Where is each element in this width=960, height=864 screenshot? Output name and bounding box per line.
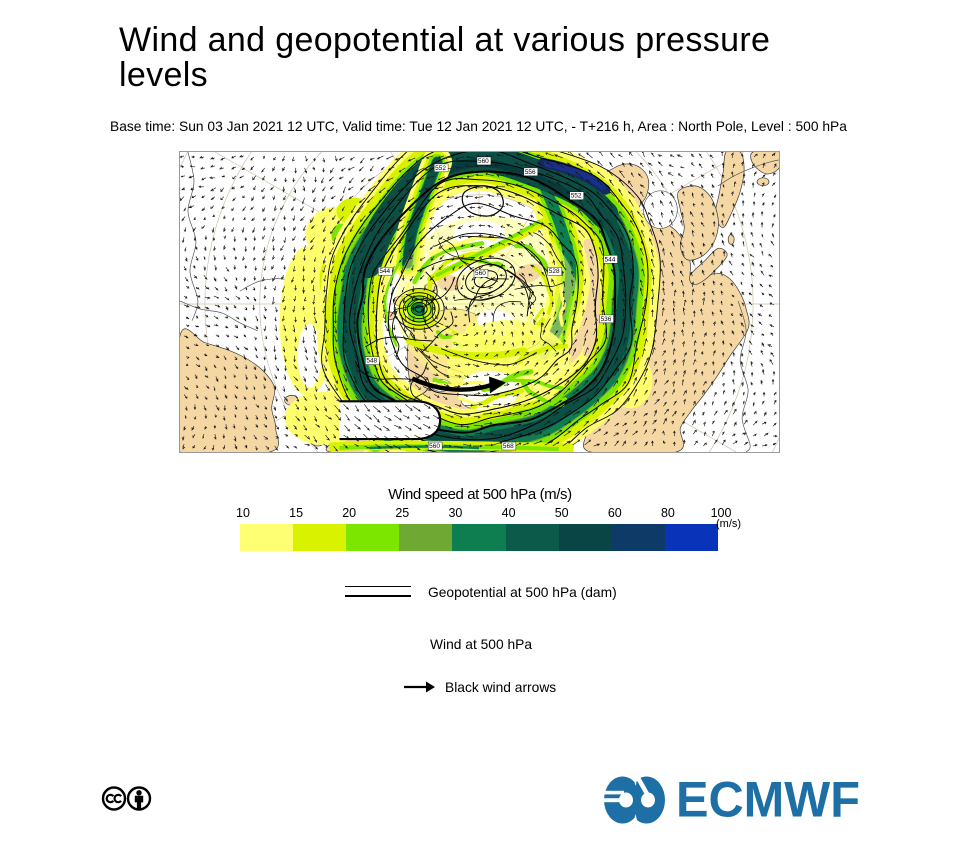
svg-text:528: 528 <box>549 268 560 275</box>
svg-text:560: 560 <box>475 270 486 277</box>
svg-text:548: 548 <box>366 358 377 365</box>
svg-text:560: 560 <box>478 158 489 165</box>
svg-text:552: 552 <box>571 193 582 200</box>
svg-text:560: 560 <box>429 443 440 450</box>
svg-text:544: 544 <box>379 268 390 275</box>
svg-text:544: 544 <box>605 256 616 263</box>
svg-text:568: 568 <box>503 443 514 450</box>
svg-text:556: 556 <box>525 169 536 176</box>
svg-text:552: 552 <box>435 165 446 172</box>
svg-text:ECMWF: ECMWF <box>676 776 860 824</box>
svg-text:536: 536 <box>601 316 612 323</box>
